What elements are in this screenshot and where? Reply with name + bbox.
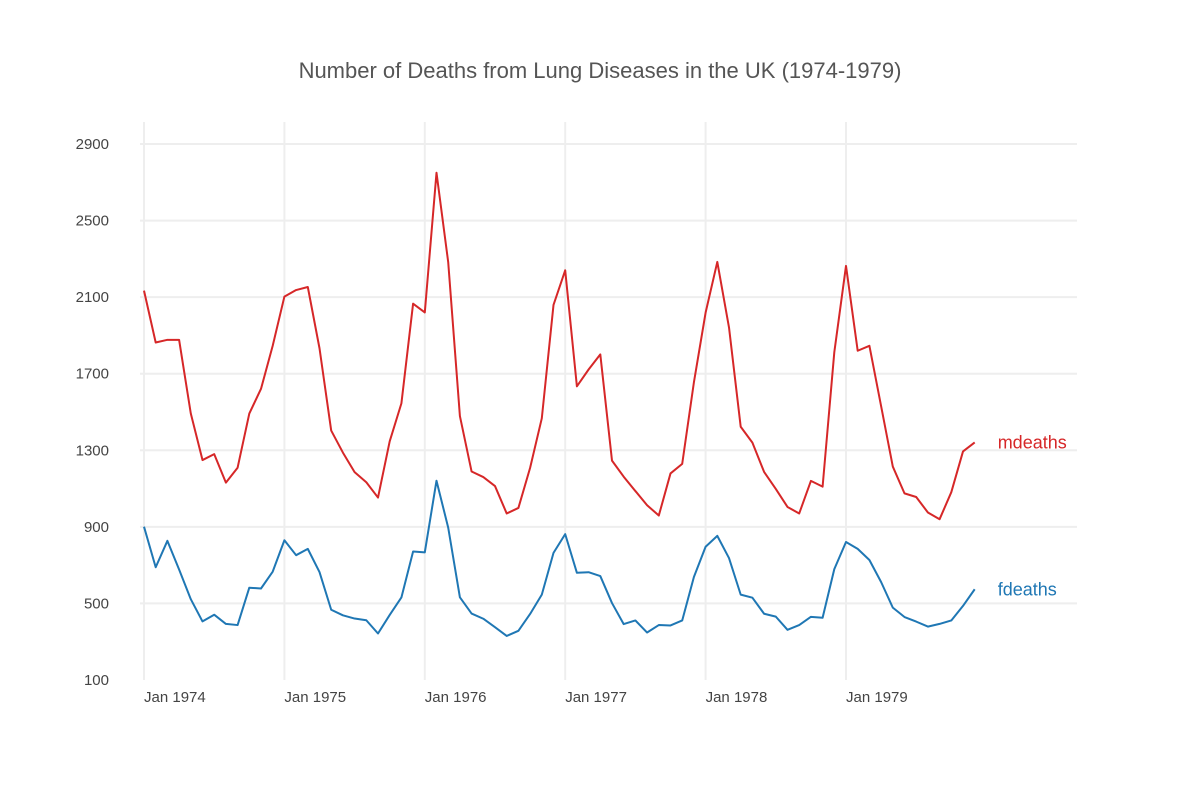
series-line-fdeaths (143, 479, 976, 637)
x-tick-label: Jan 1976 (425, 689, 487, 706)
y-gridlines (140, 143, 1077, 605)
series-label-fdeaths: fdeaths (998, 579, 1057, 599)
y-tick-label: 2500 (76, 213, 109, 230)
x-gridlines (143, 122, 847, 680)
y-tick-label: 900 (84, 519, 109, 536)
x-tick-label: Jan 1974 (144, 689, 206, 706)
y-tick-label: 1700 (76, 366, 109, 383)
series-line-mdeaths (143, 171, 976, 521)
y-tick-label: 100 (84, 672, 109, 689)
chart-title: Number of Deaths from Lung Diseases in t… (299, 58, 902, 83)
x-tick-label: Jan 1975 (284, 689, 346, 706)
x-tick-label: Jan 1978 (706, 689, 768, 706)
series-lines (143, 171, 976, 637)
series-label-mdeaths: mdeaths (998, 432, 1067, 452)
y-tick-label: 2900 (76, 136, 109, 153)
y-tick-label: 2100 (76, 289, 109, 306)
x-tick-label: Jan 1977 (565, 689, 627, 706)
y-tick-label: 500 (84, 595, 109, 612)
y-axis: 100 500 900 1300 1700 2100 2500 2900 (76, 136, 109, 689)
series-labels: mdeaths fdeaths (998, 432, 1067, 599)
y-tick-label: 1300 (76, 442, 109, 459)
x-axis: Jan 1974 Jan 1975 Jan 1976 Jan 1977 Jan 1978… (144, 689, 908, 706)
x-tick-label: Jan 1979 (846, 689, 908, 706)
